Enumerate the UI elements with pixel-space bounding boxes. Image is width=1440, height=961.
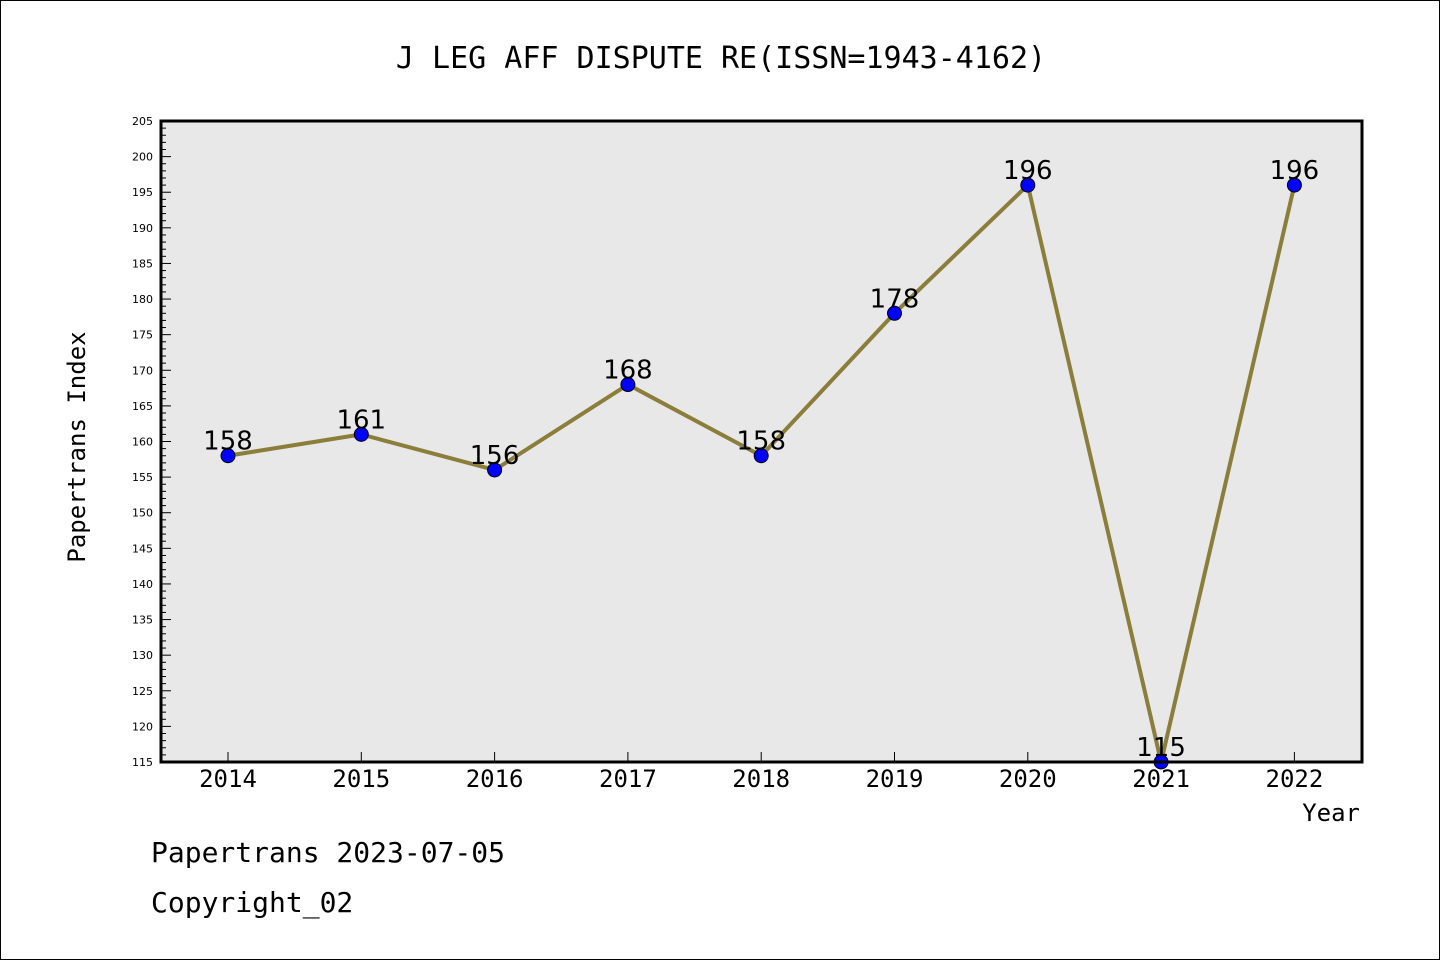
data-point [887,305,902,321]
x-axis: 2014 2015 2016 2017 2018 2019 2020 2021 2022 [199,752,1323,793]
x-tick-label: 2019 [866,765,924,793]
y-tick-label: 165 [132,400,153,413]
y-tick-label: 150 [132,507,153,520]
series-markers [220,177,1302,770]
y-tick-label: 180 [132,293,153,306]
y-tick-label: 155 [132,471,153,484]
y-tick-label: 195 [132,186,153,199]
y-axis-label: Papertrans Index [63,331,91,562]
footer-copyright-text: Copyright_02 [151,886,354,919]
y-tick-label: 130 [132,649,153,662]
data-label: 158 [736,427,786,457]
x-tick-label: 2021 [1132,765,1190,793]
y-tick-label: 140 [132,578,153,591]
data-label: 158 [203,427,253,457]
y-tick-label: 160 [132,436,153,449]
y-tick-label: 170 [132,364,153,377]
y-tick-label: 185 [132,257,153,270]
data-label: 178 [870,284,920,314]
data-point [753,448,769,464]
y-tick-label: 145 [132,542,153,555]
y-axis: 115 120 125 130 135 140 145 150 155 160 165 170 175 1… [132,115,171,769]
data-label: 196 [1270,156,1320,186]
data-label: 156 [470,441,520,471]
plot-border [159,119,1364,764]
y-tick-label: 175 [132,329,153,342]
y-tick-label: 120 [132,720,153,733]
data-labels: 158 161 156 168 158 178 196 115 196 [203,156,1319,763]
y-tick-label: 125 [132,685,153,698]
y-tick-label: 135 [132,614,153,627]
data-label: 196 [1003,156,1053,186]
data-point [1020,177,1036,193]
data-label: 161 [336,405,386,435]
footer-date-text: Papertrans 2023-07-05 [151,836,506,869]
data-point [1286,177,1302,193]
y-tick-label: 200 [132,151,153,164]
x-tick-label: 2014 [199,765,257,793]
x-tick-label: 2016 [466,765,524,793]
y-tick-label: 190 [132,222,153,235]
data-point [620,377,636,393]
x-tick-label: 2017 [599,765,657,793]
y-tick-label: 115 [132,756,153,769]
x-axis-label: Year [1302,799,1360,827]
data-point [487,462,503,478]
data-label: 115 [1136,733,1186,763]
data-label: 168 [603,356,653,386]
x-tick-label: 2020 [999,765,1057,793]
x-tick-label: 2022 [1266,765,1324,793]
data-point [353,426,369,442]
chart-title: J LEG AFF DISPUTE RE(ISSN=1943-4162) [396,41,1046,76]
x-tick-label: 2018 [732,765,790,793]
data-point [220,448,236,464]
x-tick-label: 2015 [332,765,390,793]
y-tick-label: 205 [132,115,153,128]
